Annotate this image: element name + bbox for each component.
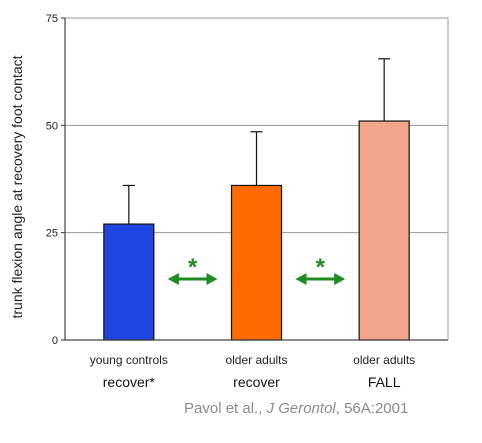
y-tick-labels: 0 25 50 75 xyxy=(46,13,58,347)
x-category-sublabel: recover xyxy=(233,374,280,390)
significance-star: * xyxy=(316,254,326,281)
arrow-head-right xyxy=(334,273,346,285)
x-category-sublabel: recover* xyxy=(103,374,156,390)
significance-marker: * xyxy=(167,254,218,285)
x-category-label: older adults xyxy=(353,353,415,367)
arrow-head-left xyxy=(295,273,307,285)
arrow-head-right xyxy=(206,273,218,285)
x-category-label: older adults xyxy=(225,353,287,367)
citation-authors: Pavol et al., xyxy=(184,400,267,417)
citation-ref: , 56A:2001 xyxy=(335,400,409,417)
bar xyxy=(358,120,410,341)
error-bars xyxy=(122,58,391,225)
x-category-label: young controls xyxy=(90,353,168,367)
axes xyxy=(61,17,449,341)
arrow-head-left xyxy=(167,273,179,285)
x-category-sublabel: FALL xyxy=(368,374,401,390)
bar xyxy=(103,223,155,341)
bar xyxy=(230,184,283,341)
y-axis-label: trunk flexion angle at recovery foot con… xyxy=(9,55,25,318)
y-tick-label: 50 xyxy=(46,120,58,132)
citation-journal: J Gerontol xyxy=(266,400,336,417)
significance-marker: * xyxy=(295,254,346,285)
y-tick-label: 0 xyxy=(52,335,58,347)
y-tick-label: 75 xyxy=(46,13,58,25)
significance-star: * xyxy=(188,254,198,281)
x-category-labels: young controls recover* older adults recove… xyxy=(90,353,415,390)
y-tick-label: 25 xyxy=(46,228,58,240)
citation: Pavol et al., J Gerontol, 56A:2001 xyxy=(184,400,408,417)
significance-annotations: * * xyxy=(167,254,346,285)
